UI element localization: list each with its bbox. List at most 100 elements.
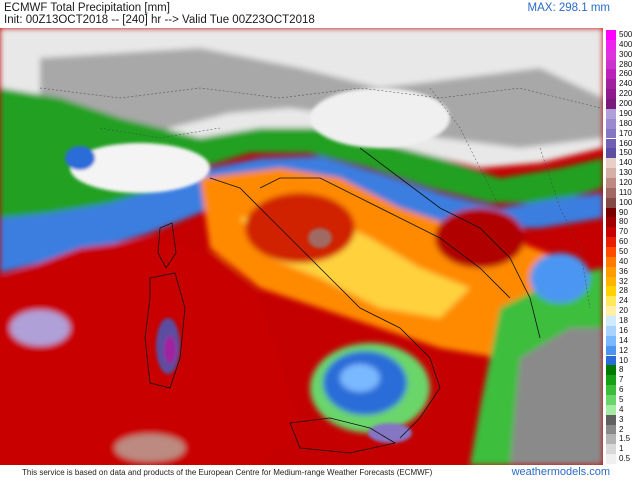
north-lake-blue xyxy=(65,146,95,170)
legend-swatch xyxy=(606,128,616,139)
legend-swatch xyxy=(606,49,616,60)
legend-value: 200 xyxy=(619,99,633,109)
legend-swatch xyxy=(606,69,616,80)
legend-swatch xyxy=(606,316,616,326)
legend-swatch xyxy=(606,454,616,464)
legend-swatch xyxy=(606,118,616,129)
legend-swatch xyxy=(606,168,616,178)
legend-swatch xyxy=(606,306,616,317)
legend-value: 36 xyxy=(619,266,628,276)
legend-swatch xyxy=(606,227,616,238)
legend-swatch xyxy=(606,325,616,336)
legend-value: 20 xyxy=(619,306,628,316)
southwest-grey-patch xyxy=(115,434,185,462)
precipitation-map xyxy=(0,28,603,465)
legend-row: 220 xyxy=(606,89,640,100)
country-borders xyxy=(39,87,601,309)
legend-swatch xyxy=(606,355,616,366)
legend-row: 90 xyxy=(606,207,640,218)
legend-row: 12 xyxy=(606,345,640,356)
legend-row: 50 xyxy=(606,247,640,257)
legend-value: 14 xyxy=(619,335,628,345)
legend-swatch xyxy=(606,296,616,307)
legend-value: 500 xyxy=(619,30,633,39)
legend-value: 28 xyxy=(619,286,628,296)
legend-row: 110 xyxy=(606,187,640,198)
legend-row: 7 xyxy=(606,375,640,386)
legend-row: 260 xyxy=(606,69,640,80)
legend-swatch xyxy=(606,30,616,40)
legend-swatch xyxy=(606,394,616,405)
legend-value: 24 xyxy=(619,296,628,306)
legend-value: 220 xyxy=(619,89,633,99)
legend-row: 16 xyxy=(606,325,640,336)
legend-value: 150 xyxy=(619,148,633,158)
sardinia-coastline xyxy=(144,272,186,389)
legend-value: 5 xyxy=(619,394,624,404)
legend-row: 1 xyxy=(606,444,640,455)
legend-swatch xyxy=(606,108,616,119)
legend-value: 6 xyxy=(619,385,624,395)
legend-row: 20 xyxy=(606,306,640,317)
legend-value: 280 xyxy=(619,59,633,69)
balkan-coastline xyxy=(359,147,541,339)
southern-lightblue-cell xyxy=(340,364,380,392)
legend-row: 400 xyxy=(606,39,640,50)
sicily-coastline xyxy=(289,417,397,454)
legend-row: 2 xyxy=(606,424,640,435)
legend-value: 300 xyxy=(619,49,633,59)
legend-row: 8 xyxy=(606,365,640,376)
legend-value: 100 xyxy=(619,197,633,207)
legend-value: 50 xyxy=(619,247,628,256)
central-italy-heavy-core xyxy=(245,193,355,263)
legend-swatch xyxy=(606,256,616,267)
corsica-coastline xyxy=(157,222,177,269)
legend-value: 12 xyxy=(619,345,628,355)
legend-value: 180 xyxy=(619,118,633,128)
east-grey-region xyxy=(510,328,603,465)
legend-value: 160 xyxy=(619,138,633,148)
legend-row: 160 xyxy=(606,138,640,149)
italy-coastline xyxy=(209,177,511,439)
legend-swatch xyxy=(606,434,616,445)
southwest-purple-patch xyxy=(10,310,70,346)
legend-value: 90 xyxy=(619,207,628,217)
legend-swatch xyxy=(606,247,616,257)
legend-value: 16 xyxy=(619,325,628,335)
legend-swatch xyxy=(606,345,616,356)
legend-value: 3 xyxy=(619,414,624,424)
legend-swatch xyxy=(606,197,616,208)
legend-swatch xyxy=(606,177,616,188)
legend-value: 1 xyxy=(619,444,624,454)
adriatic-heavy-core xyxy=(435,208,525,268)
legend-swatch xyxy=(606,385,616,395)
legend-row: 14 xyxy=(606,335,640,346)
legend-swatch xyxy=(606,276,616,287)
legend-row: 40 xyxy=(606,256,640,267)
precipitation-legend: 500 400 300 280 260 240 220 200 190 180 170 160 150 1… xyxy=(606,30,640,464)
legend-value: 80 xyxy=(619,217,628,227)
legend-row: 140 xyxy=(606,158,640,169)
legend-value: 1.5 xyxy=(619,434,631,444)
legend-swatch xyxy=(606,89,616,100)
legend-value: 10 xyxy=(619,355,628,365)
legend-value: 8 xyxy=(619,365,624,375)
legend-value: 40 xyxy=(619,256,628,266)
footer-disclaimer: This service is based on data and produc… xyxy=(22,468,433,477)
legend-swatch xyxy=(606,148,616,159)
legend-row: 80 xyxy=(606,217,640,228)
legend-value: 7 xyxy=(619,375,624,385)
tyrrhenian-red xyxy=(0,238,300,465)
po-white-area xyxy=(310,88,450,148)
legend-swatch xyxy=(606,404,616,415)
legend-value: 18 xyxy=(619,316,628,326)
legend-swatch xyxy=(606,424,616,435)
legend-value: 400 xyxy=(619,39,633,49)
legend-swatch xyxy=(606,79,616,90)
legend-row: 240 xyxy=(606,79,640,90)
legend-value: 170 xyxy=(619,128,633,138)
legend-swatch xyxy=(606,444,616,455)
legend-row: 3 xyxy=(606,414,640,425)
brand-link[interactable]: weathermodels.com xyxy=(511,466,610,478)
